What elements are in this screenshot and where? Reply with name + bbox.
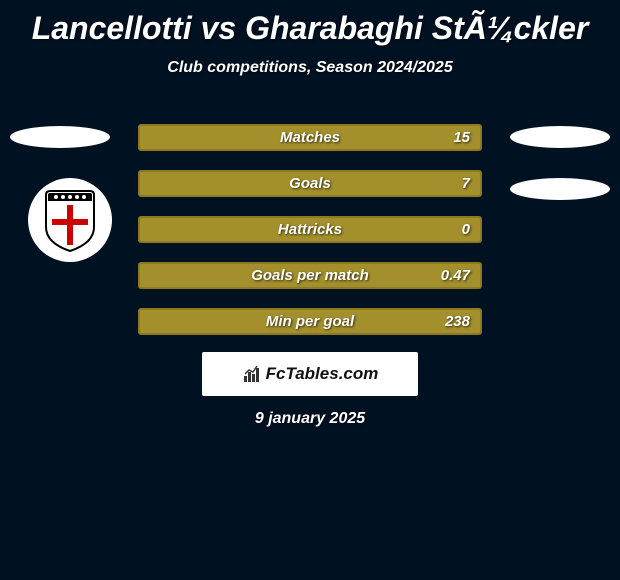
stat-label: Goals	[289, 175, 331, 192]
shield-icon	[42, 187, 98, 253]
stat-value: 238	[445, 313, 470, 330]
stat-value: 0	[462, 221, 470, 238]
stats-container: Matches 15 Goals 7 Hattricks 0 Goals per…	[138, 124, 482, 354]
footer-brand-text: FcTables.com	[266, 364, 379, 384]
stat-label: Goals per match	[251, 267, 369, 284]
right-team-placeholder-2	[510, 178, 610, 200]
stat-label: Matches	[280, 129, 340, 146]
subtitle: Club competitions, Season 2024/2025	[0, 59, 620, 77]
stat-bar-goals-per-match: Goals per match 0.47	[138, 262, 482, 289]
date-text: 9 january 2025	[0, 410, 620, 428]
stat-value: 15	[453, 129, 470, 146]
right-team-placeholder-1	[510, 126, 610, 148]
club-logo	[28, 178, 112, 262]
page-title: Lancellotti vs Gharabaghi StÃ¼ckler	[0, 0, 620, 47]
chart-icon	[242, 364, 262, 384]
stat-bar-hattricks: Hattricks 0	[138, 216, 482, 243]
stat-bar-matches: Matches 15	[138, 124, 482, 151]
left-team-placeholder	[10, 126, 110, 148]
stat-label: Hattricks	[278, 221, 342, 238]
footer-brand-badge: FcTables.com	[202, 352, 418, 396]
stat-label: Min per goal	[266, 313, 354, 330]
stat-bar-min-per-goal: Min per goal 238	[138, 308, 482, 335]
stat-bar-goals: Goals 7	[138, 170, 482, 197]
stat-value: 0.47	[441, 267, 470, 284]
stat-value: 7	[462, 175, 470, 192]
